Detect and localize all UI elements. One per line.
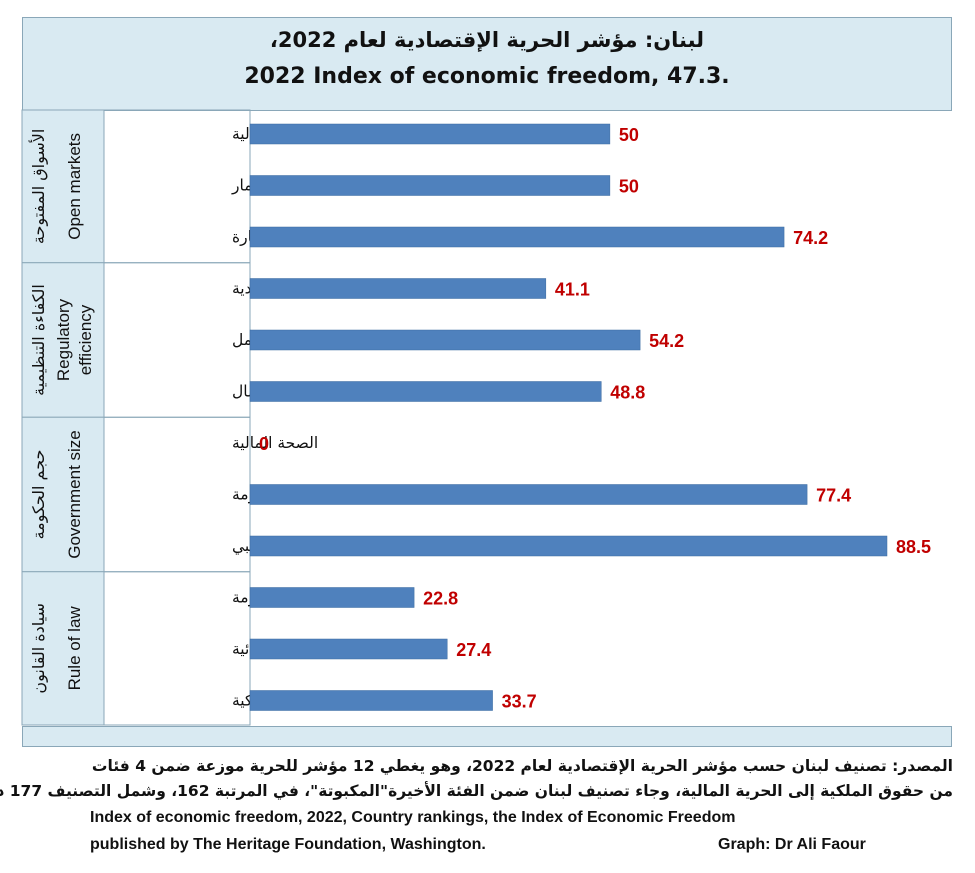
bar: [249, 123, 611, 145]
group-label-panel: [21, 262, 105, 418]
chart-title-english: 2022 Index of economic freedom, 47.3.: [244, 64, 730, 89]
group-category-box: [103, 416, 251, 573]
group-label-arabic: الأسواق المفتوحة: [28, 129, 49, 244]
group-category-box: [103, 262, 251, 418]
bar: [249, 226, 785, 248]
value-label: 54.2: [649, 331, 684, 351]
value-label: 22.8: [423, 589, 458, 609]
value-label: 88.5: [896, 537, 931, 557]
bar: [249, 329, 641, 351]
footer-source-english-line2: published by The Heritage Foundation, Wa…: [90, 836, 486, 853]
value-label: 27.4: [456, 640, 491, 660]
group-label-english: efficiency: [76, 304, 95, 375]
group-label-arabic: الكفاءة التنظيمية: [29, 284, 48, 396]
footer-source-english-line1: Index of economic freedom, 2022, Country…: [90, 809, 736, 826]
value-label: 50: [619, 177, 639, 197]
group-label-arabic: حجم الحكومة: [29, 450, 49, 540]
group-label-english: Government size: [65, 430, 84, 559]
footer-source-arabic-line1: المصدر: تصنيف لبنان حسب مؤشر الحرية الإق…: [91, 757, 953, 775]
group-label-arabic: سيادة القانون: [29, 603, 49, 693]
bar: [249, 484, 808, 505]
bar: [249, 587, 415, 608]
bar: [249, 381, 602, 402]
value-label: 50: [619, 125, 639, 145]
chart-title-arabic: لبنان: مؤشر الحرية الإقتصادية لعام 2022،: [269, 28, 705, 52]
group-label-english: Open markets: [65, 133, 84, 240]
bar: [249, 175, 611, 196]
bar: [249, 278, 547, 299]
bar: [249, 690, 493, 711]
value-label: 48.8: [610, 383, 645, 403]
bar: [249, 535, 888, 557]
value-label: 77.4: [816, 486, 851, 506]
category-label: الصحة المالية: [232, 434, 318, 452]
value-label: 0: [259, 434, 269, 454]
group-label-english: Regulatory: [54, 298, 73, 381]
group-category-box: [103, 109, 251, 264]
plot-area: [22, 110, 952, 727]
footer-source-arabic-line2: من حقوق الملكية إلى الحرية المالية، وجاء…: [0, 782, 953, 800]
group-label-panel: [21, 416, 105, 573]
bar: [249, 638, 448, 660]
value-label: 41.1: [555, 280, 590, 300]
value-label: 33.7: [502, 692, 537, 712]
group-label-panel: [21, 571, 105, 726]
value-label: 74.2: [793, 228, 828, 248]
graph-credit: Graph: Dr Ali Faour: [718, 836, 866, 853]
group-category-box: [103, 571, 251, 726]
group-label-english: Rule of law: [65, 606, 84, 691]
